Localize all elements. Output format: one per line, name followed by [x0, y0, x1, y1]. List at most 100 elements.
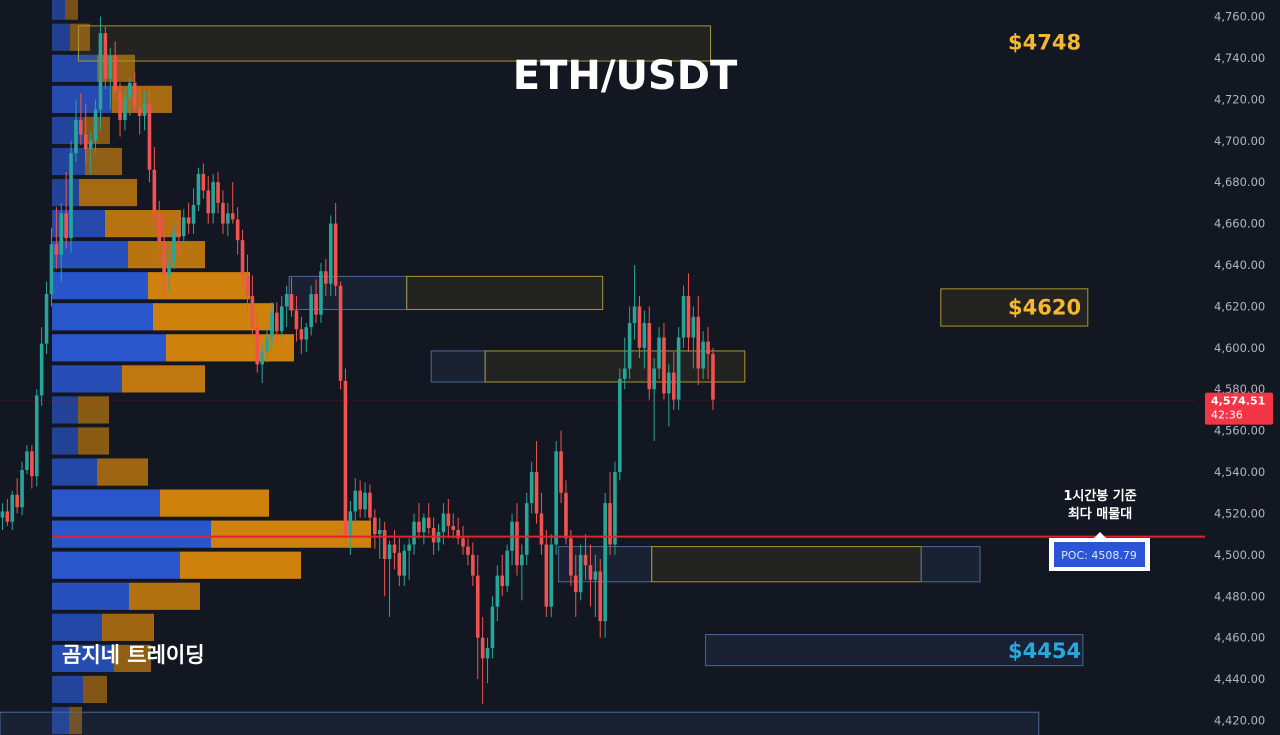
watermark-text: 곰지네 트레이딩 — [62, 643, 205, 667]
candle-body — [83, 134, 88, 150]
candle-body — [10, 494, 15, 522]
price-tick-label: 4,760.00 — [1214, 10, 1265, 24]
volume-profile-sell-bar — [69, 706, 82, 735]
candle-body — [64, 213, 68, 239]
candle-body — [98, 33, 103, 110]
supply-zone-box — [406, 275, 604, 311]
candle-body — [59, 213, 64, 255]
candle-body — [373, 517, 377, 535]
candle-body — [0, 511, 5, 518]
candle-body — [652, 368, 656, 390]
price-tick-label: 4,480.00 — [1214, 589, 1265, 603]
candle-body — [30, 451, 34, 477]
candle-body — [696, 316, 701, 369]
candle-body — [426, 517, 431, 528]
demand-zone-box — [288, 275, 408, 311]
candle-body — [706, 341, 710, 355]
candle-body — [515, 521, 519, 566]
price-tick-label: 4,540.00 — [1214, 465, 1265, 479]
candle-body — [368, 492, 372, 518]
candle-body — [260, 351, 264, 365]
candle-body — [613, 472, 617, 545]
candle-body — [569, 538, 573, 576]
candle-body — [54, 244, 59, 255]
candle-body — [186, 217, 191, 224]
candle-body — [691, 316, 696, 338]
volume-profile-buy-bar — [52, 23, 70, 51]
candle-body — [505, 550, 509, 586]
price-axis: 4,420.00 4,440.00 4,460.00 4,480.00 4,500.00… — [1205, 10, 1273, 728]
candle-body — [554, 451, 558, 545]
candle-body — [324, 271, 328, 284]
candle-body — [289, 294, 294, 311]
candle-body — [681, 296, 686, 338]
poc-annotation-line2: 최다 매물대 — [1068, 506, 1132, 522]
candle-body — [671, 372, 676, 400]
demand-zone-box — [705, 634, 1084, 667]
candle-body — [461, 538, 465, 547]
supply-zone-box — [651, 546, 922, 583]
current-price-badge-bg — [1205, 392, 1273, 425]
chart-title: ETH/USDT — [513, 53, 738, 99]
price-tick-label: 4,640.00 — [1214, 258, 1265, 272]
candle-body — [353, 490, 358, 512]
volume-profile-sell-bar — [102, 613, 154, 641]
price-tick-label: 4,460.00 — [1214, 631, 1265, 645]
candle-body — [181, 217, 186, 237]
candle-body — [485, 648, 490, 659]
volume-profile-buy-bar — [52, 706, 69, 735]
candle-body — [191, 204, 196, 224]
volume-profile-buy-bar — [52, 582, 129, 610]
candle-body — [216, 182, 220, 203]
candle-body — [270, 312, 274, 338]
volume-profile-sell-bar — [112, 85, 172, 113]
candle-body — [402, 550, 407, 576]
candle-body — [74, 120, 78, 154]
price-level-label: $4748 — [1008, 30, 1081, 54]
candle-body — [20, 469, 24, 508]
candle-body — [294, 310, 299, 330]
candle-body — [539, 513, 544, 545]
candle-body — [520, 554, 524, 566]
candle-body — [549, 544, 554, 607]
candle-body — [480, 637, 485, 659]
price-tick-label: 4,700.00 — [1214, 134, 1265, 148]
candle-body — [377, 530, 382, 535]
candle-body — [446, 513, 451, 526]
candle-body — [397, 552, 402, 576]
candle-body — [412, 521, 416, 545]
candle-body — [348, 511, 353, 535]
price-tick-label: 4,560.00 — [1214, 424, 1265, 438]
candle-body — [676, 337, 681, 400]
volume-profile-buy-bar — [52, 116, 84, 145]
candle-body — [667, 372, 671, 394]
price-tick-label: 4,740.00 — [1214, 51, 1265, 65]
volume-profile-buy-bar — [52, 85, 112, 113]
candle-body — [593, 571, 598, 580]
candle-body — [132, 82, 137, 108]
candle-body — [618, 378, 622, 473]
candle-body — [417, 521, 421, 533]
zone-boxes — [0, 25, 1089, 735]
volume-profile-sell-bar — [129, 582, 200, 610]
candle-body — [128, 82, 132, 98]
candle-body — [441, 513, 446, 533]
price-tick-label: 4,520.00 — [1214, 506, 1265, 520]
volume-profile-buy-bar — [52, 613, 102, 641]
candle-body — [5, 511, 10, 522]
volume-profile-buy-bar — [52, 520, 211, 548]
volume-profile-sell-bar — [85, 147, 122, 176]
candle-body — [137, 107, 142, 116]
candle-body — [314, 294, 318, 315]
candle-body — [583, 554, 588, 566]
price-level-label: $4620 — [1008, 295, 1081, 319]
candle-body — [642, 322, 647, 348]
chart-labels: ETH/USDT 곰지네 트레이딩 $4748 $4620 $4454 1시간봉 기준최다… — [62, 30, 1150, 667]
poc-annotation-line1: 1시간봉 기준 — [1063, 488, 1136, 504]
candle-body — [196, 173, 201, 205]
candle-body — [93, 109, 98, 141]
price-level-label: $4454 — [1008, 639, 1081, 663]
volume-profile-buy-bar — [52, 365, 122, 393]
